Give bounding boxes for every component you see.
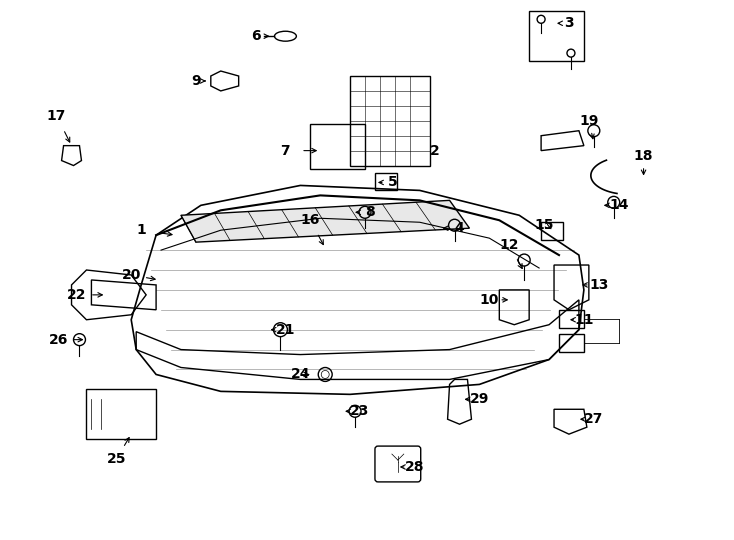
Text: 20: 20 [122,268,141,282]
Text: 21: 21 [276,323,295,337]
Text: 4: 4 [454,221,465,235]
Text: 29: 29 [470,393,489,406]
Text: 14: 14 [609,198,628,212]
Text: 15: 15 [534,218,554,232]
Text: 2: 2 [430,144,440,158]
Text: 8: 8 [365,205,375,219]
Text: 1: 1 [137,223,146,237]
Text: 13: 13 [589,278,608,292]
Text: 17: 17 [47,109,66,123]
Text: 25: 25 [106,452,126,466]
Text: 27: 27 [584,412,603,426]
Text: 26: 26 [49,333,68,347]
Text: 11: 11 [574,313,594,327]
Text: 24: 24 [291,367,310,381]
Text: 28: 28 [405,460,424,474]
Text: 23: 23 [350,404,370,418]
Text: 6: 6 [251,29,261,43]
Text: 22: 22 [67,288,87,302]
Text: 3: 3 [564,16,574,30]
Text: 18: 18 [634,148,653,163]
Text: 10: 10 [480,293,499,307]
Text: 19: 19 [579,114,598,128]
Text: 12: 12 [500,238,519,252]
Text: 9: 9 [191,74,200,88]
Text: 7: 7 [280,144,290,158]
Text: 5: 5 [388,176,398,190]
PathPatch shape [181,200,470,242]
Text: 16: 16 [301,213,320,227]
